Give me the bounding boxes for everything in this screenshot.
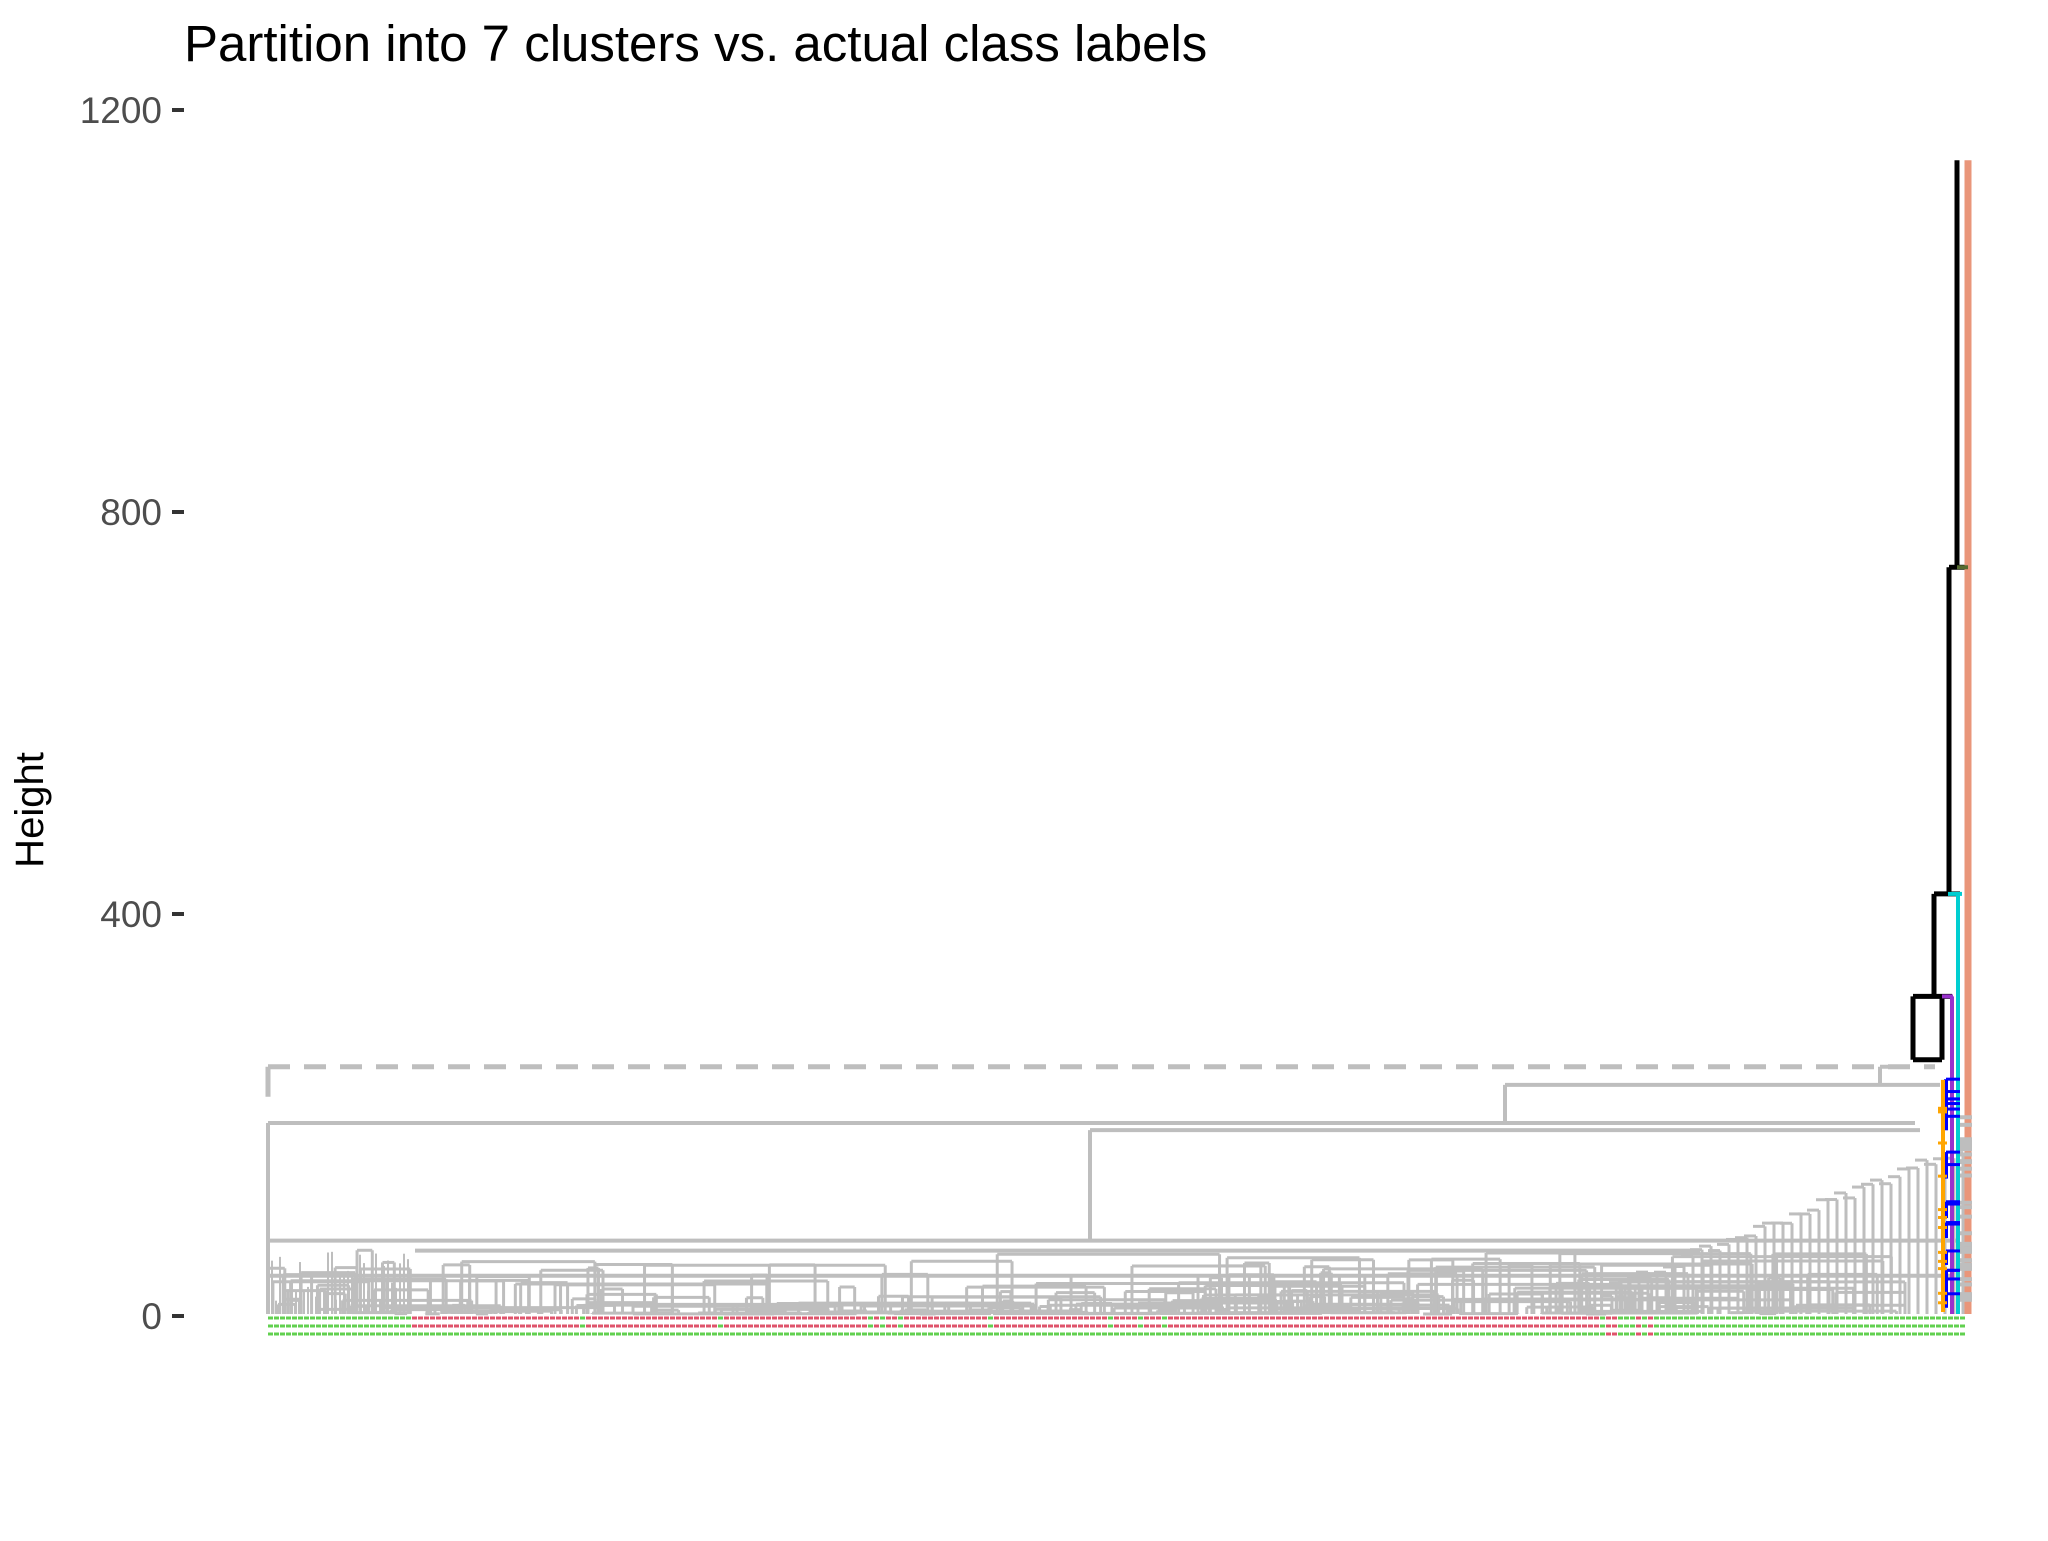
y-tick-label: 400 (100, 894, 162, 935)
leaf-labels (268, 1316, 1965, 1336)
y-axis: 0 400 800 1200 (80, 90, 184, 1337)
chart-title: Partition into 7 clusters vs. actual cla… (184, 15, 1208, 72)
y-tick-label: 0 (141, 1296, 162, 1337)
y-axis-label: Height (8, 752, 52, 868)
dendrogram-branches (265, 160, 1972, 1316)
y-tick-label: 1200 (80, 90, 162, 131)
y-tick-label: 800 (100, 492, 162, 533)
